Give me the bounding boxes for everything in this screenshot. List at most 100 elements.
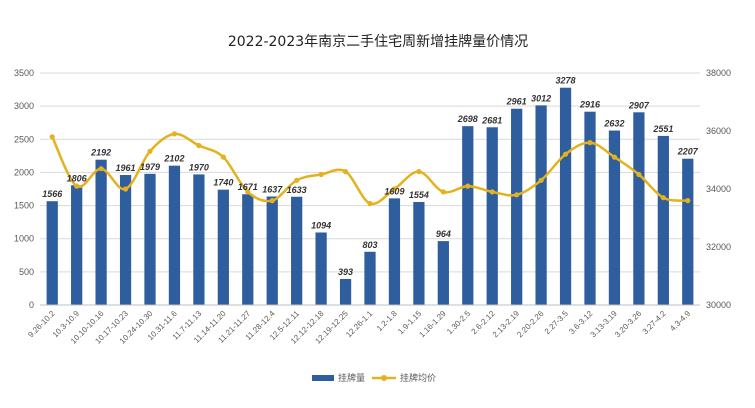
bar: [559, 87, 572, 306]
y-left-tick-label: 2000: [14, 167, 34, 177]
bar: [217, 189, 229, 305]
line-point: [318, 171, 324, 178]
y-right-tick-label: 32000: [706, 242, 731, 252]
bar-value-label: 964: [436, 229, 451, 239]
line-point: [489, 189, 495, 195]
y-right-tick-label: 34000: [706, 184, 731, 194]
y-left-tick-label: 1000: [14, 234, 34, 244]
y-right-tick-label: 30000: [706, 300, 731, 310]
line-point: [74, 183, 80, 189]
bar: [657, 135, 669, 305]
line-point: [514, 192, 520, 198]
bar-value-label: 1633: [287, 185, 307, 195]
y-left-tick-label: 3500: [14, 68, 34, 78]
line-point: [636, 171, 642, 178]
bar: [535, 105, 547, 305]
legend-label-line: 挂牌均价: [400, 372, 436, 384]
bar-value-label: 1094: [311, 220, 331, 230]
line-point: [220, 154, 226, 160]
line-point: [49, 134, 55, 140]
y-left-tick-label: 2500: [14, 134, 34, 144]
x-tick-label: 4.3-4.9: [668, 309, 692, 333]
bar-value-label: 3278: [556, 76, 576, 86]
bar: [388, 198, 401, 305]
bar: [315, 232, 327, 305]
bar: [46, 201, 58, 305]
line-point: [465, 183, 471, 189]
bar: [413, 201, 425, 305]
bar-value-label: 1961: [116, 163, 136, 173]
bar-value-label: 3012: [531, 93, 551, 103]
line-point: [660, 195, 666, 201]
x-tick-label: 1.30-2.5: [445, 309, 473, 337]
line-point: [147, 148, 153, 154]
bar-value-label: 1806: [67, 173, 88, 183]
line-point: [122, 186, 129, 192]
line-point: [294, 177, 300, 183]
y-left-tick-label: 3000: [14, 101, 34, 111]
bar-value-label: 2961: [506, 97, 527, 107]
legend: 挂牌量 挂牌均价: [312, 372, 436, 384]
bar: [119, 175, 132, 305]
bar-value-label: 2102: [163, 154, 184, 164]
bar: [486, 127, 498, 306]
chart-title: 2022-2023年南京二手住宅周新增挂牌量价情况: [228, 33, 528, 50]
line-point: [196, 142, 202, 149]
bar-value-label: 2907: [628, 100, 650, 110]
bar-value-label: 1609: [384, 186, 404, 196]
bar: [584, 111, 596, 306]
x-tick-label: 1.16-1.29: [417, 309, 448, 340]
bar-value-label: 803: [362, 240, 377, 250]
line-point: [562, 151, 569, 157]
line-point: [269, 198, 275, 204]
bar-value-label: 2632: [603, 119, 624, 129]
bar: [71, 185, 83, 305]
legend-label-bar: 挂牌量: [338, 372, 365, 384]
bar: [682, 158, 694, 305]
bar: [511, 108, 523, 305]
bar-value-label: 2192: [90, 148, 111, 158]
line-point: [245, 189, 251, 195]
bar: [364, 251, 376, 305]
bar: [242, 194, 254, 305]
line-point: [98, 166, 104, 172]
legend-swatch-marker: [381, 375, 387, 381]
bar: [437, 241, 449, 305]
bar-value-label: 2681: [481, 115, 502, 125]
bar-value-label: 1637: [262, 184, 283, 194]
bar: [633, 112, 645, 305]
x-tick-label: 3.20-3.26: [613, 309, 644, 340]
line-point: [391, 186, 398, 192]
bar-layer: [46, 87, 694, 306]
bar-value-label: 1970: [189, 162, 209, 172]
y-left-tick-label: 0: [29, 300, 34, 310]
line-point: [440, 189, 446, 195]
line-point: [611, 154, 618, 160]
bar-value-label: 1554: [409, 190, 429, 200]
bar-value-label: 2551: [652, 124, 673, 134]
bar-value-label: 1566: [42, 189, 63, 199]
line-point: [587, 140, 593, 146]
legend-swatch-bar: [312, 375, 334, 381]
bar-value-label: 2698: [457, 114, 478, 124]
line-point: [538, 177, 544, 183]
bar-value-label: 1671: [238, 182, 258, 192]
bar-value-label: 2207: [677, 147, 699, 157]
bar: [462, 126, 474, 306]
x-tick-label: 2.20-2.26: [515, 309, 546, 340]
y-left-tick-label: 1500: [14, 201, 34, 211]
bar: [291, 196, 303, 305]
line-point: [367, 200, 373, 207]
bar-value-label: 2916: [579, 100, 601, 110]
bar-value-label: 1740: [213, 178, 233, 188]
line-point: [171, 131, 178, 137]
x-tick-label: 3.27-4.2: [641, 309, 669, 337]
line-layer: [49, 131, 691, 207]
x-tick-label: 12.26-1.1: [344, 309, 375, 340]
y-right-tick-label: 38000: [706, 68, 731, 78]
bar: [144, 173, 156, 305]
y-left-tick-label: 500: [19, 267, 34, 277]
